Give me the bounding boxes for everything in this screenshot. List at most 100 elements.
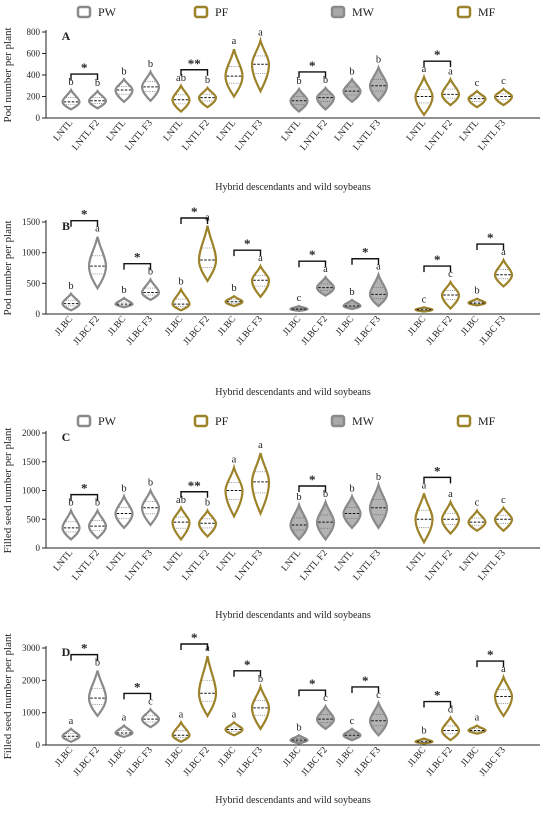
- significance-bracket: [476, 243, 505, 251]
- legend-label-pf: PF: [215, 5, 229, 19]
- violin-shape: [414, 493, 434, 545]
- significance-bracket: [180, 491, 209, 498]
- y-tick-label: 1000: [22, 248, 41, 258]
- violin-shape: [87, 507, 108, 540]
- significance-star: *: [191, 204, 198, 219]
- x-tick-label: LNTL F2: [71, 118, 102, 152]
- panel-d: 0 1000 2000 3000 Filled seed number per plan…: [2, 630, 540, 806]
- y-tick-label: 3000: [22, 643, 41, 653]
- significance-letter: b: [68, 77, 73, 88]
- y-tick-label: 0: [36, 543, 41, 553]
- violin-shape: [224, 294, 244, 308]
- significance-bracket: [180, 643, 209, 650]
- significance-bracket: [298, 689, 327, 697]
- y-tick-label: 800: [27, 27, 41, 37]
- x-tick-label: LNTL F3: [234, 118, 265, 152]
- x-tick-label: LNTL: [333, 548, 356, 573]
- violin-shape: [197, 655, 218, 719]
- group-pf: ab LNTL b LNTL F2 a LNTL a LNTL F3 **: [162, 440, 271, 583]
- y-tick-label: 200: [27, 92, 41, 102]
- legend-label-pw: PW: [98, 414, 117, 428]
- significance-letter: b: [95, 78, 100, 89]
- violin-shape: [342, 76, 362, 104]
- x-tick-label: JLBC: [216, 746, 238, 769]
- panel-a: 0 200 400 600 800 Pod number per plant Hybrid …: [2, 27, 540, 193]
- x-tick-label: JLBC: [163, 315, 185, 338]
- y-tick-label: 600: [27, 49, 41, 59]
- panel-letter: B: [62, 219, 70, 233]
- violin-shape: [493, 87, 514, 107]
- legend-swatch-mf: [456, 5, 472, 19]
- y-tick-label: 0: [36, 309, 41, 319]
- panel-letter: C: [62, 430, 71, 444]
- significance-bracket: [123, 262, 152, 270]
- significance-star: *: [134, 250, 141, 265]
- y-axis-title: Filled seed number per plant: [2, 634, 14, 760]
- violin-shape: [140, 707, 161, 729]
- violin-shape: [342, 727, 362, 742]
- violin-shape: [171, 719, 191, 744]
- significance-letter: ab: [176, 73, 186, 84]
- violin-shape: [61, 87, 81, 111]
- x-tick-label: LNTL: [162, 118, 185, 143]
- significance-star: *: [434, 688, 441, 703]
- x-tick-label: LNTL: [280, 548, 303, 573]
- x-tick-label: LNTL F3: [477, 548, 508, 582]
- violin-shape: [224, 463, 244, 519]
- violin-shape: [140, 277, 161, 302]
- violin-shape: [61, 727, 81, 743]
- legend-swatch-mw: [330, 414, 346, 428]
- significance-bracket: [298, 71, 327, 78]
- significance-letter: c: [475, 78, 480, 89]
- group-pf: ab LNTL b LNTL F2 a LNTL a LNTL F3 **: [162, 28, 271, 153]
- y-tick-label: 500: [27, 514, 41, 524]
- significance-bracket: [423, 265, 452, 273]
- violin-shape: [467, 724, 487, 735]
- legend-middle: PW PF MW MF: [76, 414, 496, 428]
- x-tick-label: LNTL F3: [477, 118, 508, 152]
- significance-star: *: [191, 630, 198, 645]
- x-tick-label: LNTL F2: [299, 548, 330, 582]
- x-tick-label: JLBC F2: [425, 314, 455, 347]
- significance-letter: b: [231, 283, 236, 294]
- significance-letter: b: [296, 76, 301, 87]
- violin-shape: [250, 263, 271, 299]
- significance-bracket: [233, 670, 262, 677]
- significance-letter: a: [422, 480, 427, 491]
- significance-star: *: [309, 472, 316, 487]
- x-tick-label: JLBC: [459, 315, 481, 338]
- significance-letter: a: [323, 264, 328, 275]
- violin-shape: [368, 480, 389, 530]
- significance-letter: b: [121, 285, 126, 296]
- y-tick-label: 1000: [22, 708, 41, 718]
- significance-letter: b: [148, 267, 153, 278]
- x-axis-title: Hybrid descendants and wild soybeans: [215, 610, 371, 621]
- violin-shape: [467, 89, 487, 109]
- significance-bracket: [233, 249, 262, 257]
- significance-letter: c: [148, 696, 153, 707]
- significance-letter: c: [501, 495, 506, 506]
- violin-shape: [250, 36, 271, 94]
- significance-star: **: [188, 56, 201, 71]
- x-tick-label: LNTL: [405, 548, 428, 573]
- significance-letter: b: [205, 75, 210, 86]
- x-tick-label: JLBC: [216, 315, 238, 338]
- x-tick-label: LNTL F2: [71, 548, 102, 582]
- legend-label-mf: MF: [478, 414, 496, 428]
- violin-shape: [368, 699, 389, 737]
- x-axis-title: Hybrid descendants and wild soybeans: [215, 182, 371, 193]
- y-tick-label: 0: [36, 740, 41, 750]
- violin-shape: [493, 257, 514, 288]
- significance-star: *: [487, 230, 494, 245]
- group-pw: b LNTL b LNTL F2 b LNTL b LNTL F3 *: [52, 478, 161, 583]
- legend-label-mw: MW: [352, 5, 375, 19]
- violin-shape: [440, 76, 461, 107]
- x-tick-label: LNTL: [333, 118, 356, 143]
- significance-star: *: [244, 657, 251, 672]
- x-tick-label: JLBC F3: [125, 745, 155, 778]
- x-tick-label: LNTL: [215, 548, 238, 573]
- violin-shape: [197, 508, 218, 539]
- x-tick-label: JLBC F3: [353, 314, 383, 347]
- significance-letter: b: [376, 54, 381, 65]
- x-tick-label: JLBC: [106, 315, 128, 338]
